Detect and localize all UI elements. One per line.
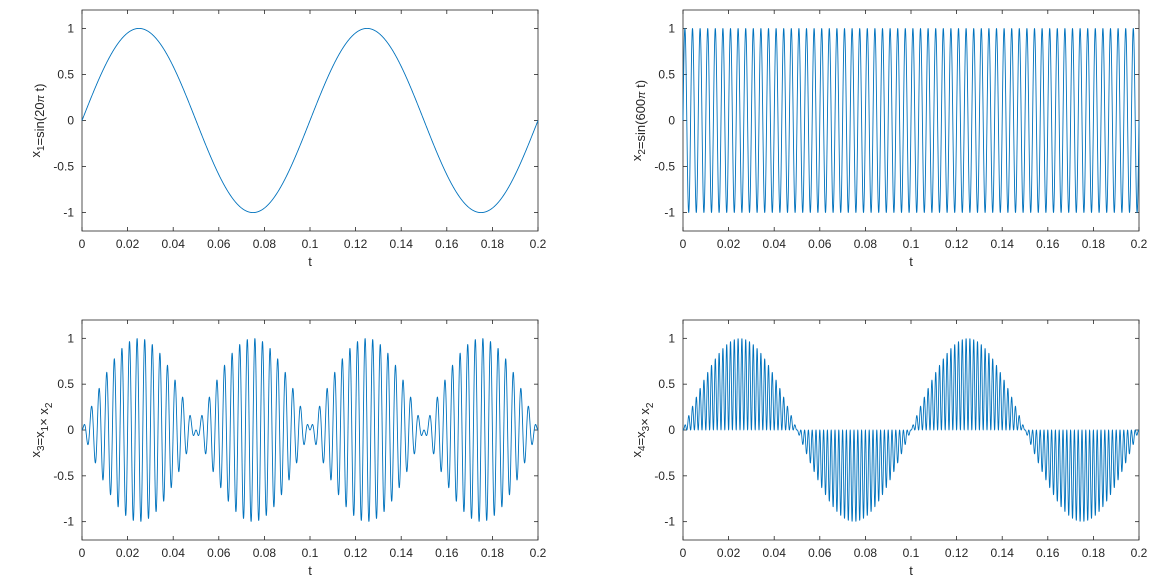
y-tick-label: -0.5 <box>654 469 675 483</box>
x-tick-label: 0.16 <box>1036 237 1060 251</box>
x-tick-label: 0.08 <box>854 546 878 560</box>
x-tick-label: 0.04 <box>763 546 787 560</box>
y-tick-label: 0.5 <box>658 377 675 391</box>
x-tick-label: 0.06 <box>808 546 832 560</box>
series-line <box>682 338 1140 522</box>
x-axis-label: t <box>909 254 913 269</box>
subplot-4: 0 0.02 0.04 0.06 0.08 0.1 0.12 0.14 0.16 0.18 0.2 1… <box>629 319 1148 578</box>
x-tick-label: 0.12 <box>344 237 368 251</box>
y-tick-label: 0 <box>67 114 74 128</box>
y-axis-label: x4=x3× x2 <box>629 402 656 457</box>
x-tick-label: 0.2 <box>1131 546 1148 560</box>
series-line <box>81 27 539 214</box>
y-tick-label: 0.5 <box>57 377 74 391</box>
x-tick-label: 0.18 <box>481 546 505 560</box>
x-tick-label: 0.2 <box>530 546 547 560</box>
y-axis-label: x1=sin(20π t) <box>28 84 47 158</box>
x-tick-label: 0.2 <box>530 237 547 251</box>
x-axis-label: t <box>308 563 312 578</box>
x-tick-label: 0.1 <box>903 546 920 560</box>
subplot-1: 0 0.02 0.04 0.06 0.08 0.1 0.12 0.14 0.16 0.18 0.2 1… <box>28 9 547 269</box>
x-tick-label: 0.08 <box>854 237 878 251</box>
y-axis-label: x3=x1× x2 <box>28 402 55 457</box>
x-tick-label: 0.16 <box>435 546 459 560</box>
x-tick-label: 0 <box>79 237 86 251</box>
y-tick-label: -0.5 <box>53 160 74 174</box>
x-tick-label: 0.16 <box>435 237 459 251</box>
y-tick-label: -1 <box>664 206 675 220</box>
y-tick-label: -0.5 <box>53 469 74 483</box>
x-tick-label: 0.14 <box>991 237 1015 251</box>
y-tick-label: -0.5 <box>654 160 675 174</box>
x-tick-label: 0.1 <box>302 237 319 251</box>
y-tick-label: 1 <box>668 331 675 345</box>
x-tick-label: 0.08 <box>253 237 277 251</box>
x-tick-label: 0 <box>680 237 687 251</box>
x-tick-label: 0.18 <box>1082 546 1106 560</box>
x-tick-label: 0.12 <box>344 546 368 560</box>
x-tick-label: 0.02 <box>717 546 741 560</box>
x-axis-label: t <box>308 254 312 269</box>
x-tick-label: 0.14 <box>991 546 1015 560</box>
x-axis-label: t <box>909 563 913 578</box>
y-tick-label: 0 <box>67 423 74 437</box>
x-tick-label: 0.12 <box>945 237 969 251</box>
x-tick-label: 0.04 <box>763 237 787 251</box>
subplot-2: 0 0.02 0.04 0.06 0.08 0.1 0.12 0.14 0.16 0.18 0.2 1… <box>629 9 1148 269</box>
x-tick-label: 0 <box>79 546 86 560</box>
y-tick-label: 1 <box>668 21 675 35</box>
y-tick-label: -1 <box>664 515 675 529</box>
x-tick-label: 0.1 <box>302 546 319 560</box>
y-tick-label: 1 <box>67 21 74 35</box>
series-line <box>81 338 539 522</box>
x-tick-label: 0.18 <box>1082 237 1106 251</box>
x-tick-label: 0.18 <box>481 237 505 251</box>
y-tick-label: 0 <box>668 114 675 128</box>
y-tick-label: 0 <box>668 423 675 437</box>
x-tick-label: 0 <box>680 546 687 560</box>
y-tick-label: -1 <box>63 206 74 220</box>
series-line <box>682 28 1140 213</box>
x-tick-label: 0.2 <box>1131 237 1148 251</box>
x-tick-label: 0.12 <box>945 546 969 560</box>
x-tick-label: 0.06 <box>207 237 231 251</box>
y-axis-label: x2=sin(600π t) <box>629 80 648 161</box>
x-tick-label: 0.14 <box>390 546 414 560</box>
y-tick-label: 1 <box>67 331 74 345</box>
x-tick-label: 0.02 <box>116 546 140 560</box>
x-tick-label: 0.06 <box>207 546 231 560</box>
x-tick-label: 0.08 <box>253 546 277 560</box>
x-tick-label: 0.06 <box>808 237 832 251</box>
x-tick-label: 0.04 <box>162 546 186 560</box>
x-tick-label: 0.16 <box>1036 546 1060 560</box>
x-tick-label: 0.1 <box>903 237 920 251</box>
x-tick-label: 0.02 <box>116 237 140 251</box>
subplot-3: 0 0.02 0.04 0.06 0.08 0.1 0.12 0.14 0.16 0.18 0.2 1… <box>28 319 547 578</box>
x-tick-label: 0.04 <box>162 237 186 251</box>
y-tick-label: 0.5 <box>57 67 74 81</box>
x-tick-label: 0.02 <box>717 237 741 251</box>
y-tick-label: -1 <box>63 515 74 529</box>
y-tick-label: 0.5 <box>658 67 675 81</box>
x-tick-label: 0.14 <box>390 237 414 251</box>
